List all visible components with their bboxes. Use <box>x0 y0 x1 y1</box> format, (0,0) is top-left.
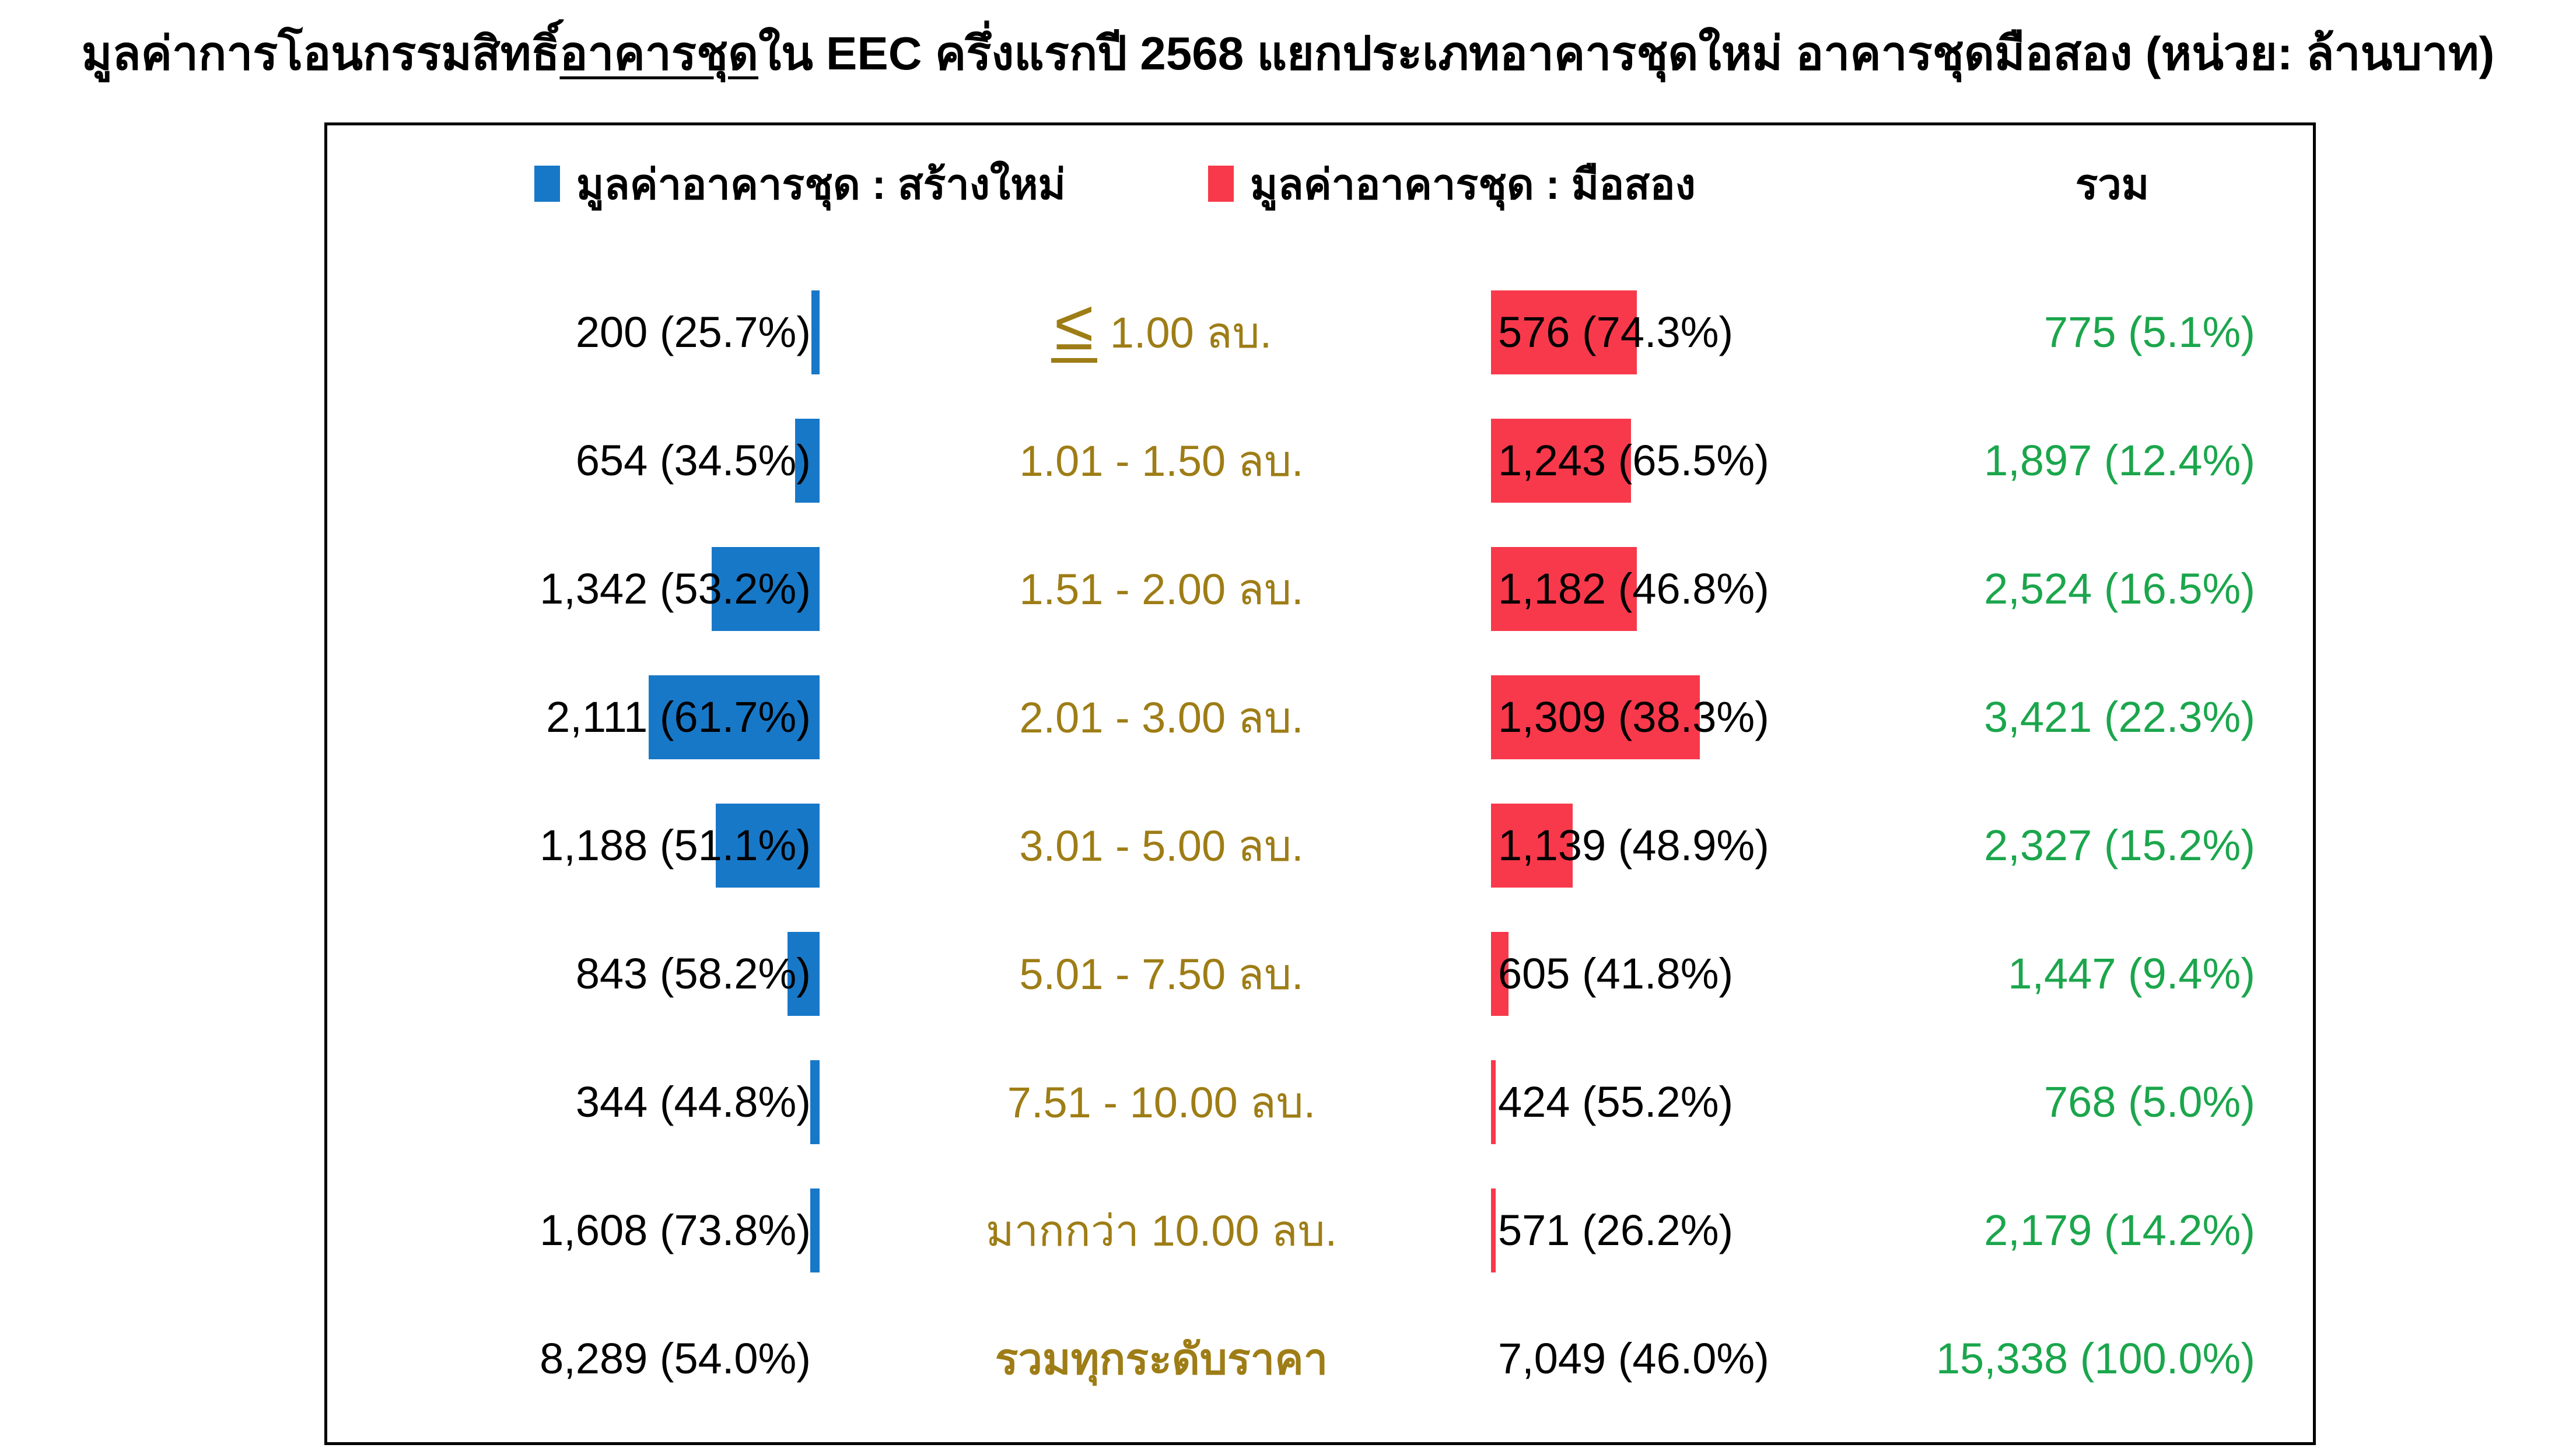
legend-swatch-used <box>1208 166 1234 202</box>
title-underlined: อาคารชุด <box>559 27 759 79</box>
used-bar <box>1491 290 1637 374</box>
total-value: 2,524 (16.5%) <box>1984 565 2255 613</box>
used-value: 1,139 (48.9%) <box>1498 821 1769 870</box>
new-value: 2,111 (61.7%) <box>546 693 811 741</box>
used-value: 605 (41.8%) <box>1498 949 1734 998</box>
price-range-label: 2.01 - 3.00 ลบ. <box>1019 693 1304 742</box>
total-value: 1,897 (12.4%) <box>1984 436 2255 485</box>
new-bar <box>811 290 820 374</box>
price-range-label: 1.01 - 1.50 ลบ. <box>1019 437 1304 485</box>
table-row: 344 (44.8%) 7.51 - 10.00 ลบ. 424 (55.2%)… <box>327 1038 2313 1166</box>
legend-label-new: มูลค่าอาคารชุด : สร้างใหม่ <box>576 161 1066 208</box>
used-value: 1,182 (46.8%) <box>1498 565 1769 613</box>
new-bar <box>810 1188 820 1272</box>
table-row: 843 (58.2%) 5.01 - 7.50 ลบ. 605 (41.8%) … <box>327 910 2313 1038</box>
new-bar <box>795 419 820 503</box>
used-value: 1,309 (38.3%) <box>1498 693 1769 741</box>
title-post: ใน EEC ครึ่งแรกปี 2568 แยกประเภทอาคารชุด… <box>758 27 2495 79</box>
used-bar <box>1491 419 1631 503</box>
chart-title: มูลค่าการโอนกรรมสิทธิ์อาคารชุดใน EEC ครึ… <box>0 16 2576 90</box>
used-value: 1,243 (65.5%) <box>1498 436 1769 485</box>
new-value: 200 (25.7%) <box>575 308 811 356</box>
table-row: 1,342 (53.2%) 1.51 - 2.00 ลบ. 1,182 (46.… <box>327 525 2313 653</box>
grand-total-value: 15,338 (100.0%) <box>1936 1334 2255 1383</box>
price-range-label: 1.51 - 2.00 ลบ. <box>1019 565 1304 613</box>
total-value: 2,179 (14.2%) <box>1984 1206 2255 1254</box>
used-value: 576 (74.3%) <box>1498 308 1734 356</box>
title-pre: มูลค่าการโอนกรรมสิทธิ์ <box>81 27 560 79</box>
price-range-label: มากกว่า 10.00 ลบ. <box>985 1207 1338 1255</box>
price-range-label: 3.01 - 5.00 ลบ. <box>1019 822 1304 870</box>
legend-swatch-new <box>534 166 560 202</box>
new-bar <box>810 1060 820 1144</box>
total-value: 1,447 (9.4%) <box>2008 949 2255 998</box>
price-range-label: 7.51 - 10.00 ลบ. <box>1007 1078 1316 1127</box>
total-value: 2,327 (15.2%) <box>1984 821 2255 870</box>
used-value: 424 (55.2%) <box>1498 1078 1734 1126</box>
price-range-text: 1.00 ลบ. <box>1110 308 1272 357</box>
table-row: 2,111 (61.7%) 2.01 - 3.00 ลบ. 1,309 (38.… <box>327 653 2313 781</box>
legend-item-used: มูลค่าอาคารชุด : มือสอง <box>1208 149 1696 219</box>
new-bar <box>649 675 820 759</box>
new-bar <box>788 932 820 1016</box>
new-value-total: 8,289 (54.0%) <box>540 1334 811 1383</box>
used-bar <box>1491 675 1700 759</box>
used-value-total: 7,049 (46.0%) <box>1498 1334 1769 1383</box>
table-row-grand-total: 8,289 (54.0%) รวมทุกระดับราคา 7,049 (46.… <box>327 1295 2313 1423</box>
legend-item-new: มูลค่าอาคารชุด : สร้างใหม่ <box>534 149 1066 219</box>
new-bar <box>712 547 820 631</box>
new-value: 344 (44.8%) <box>575 1078 811 1126</box>
new-value: 843 (58.2%) <box>575 949 811 998</box>
table-row: 1,188 (51.1%) 3.01 - 5.00 ลบ. 1,139 (48.… <box>327 781 2313 910</box>
price-range-label: ≤1.00 ลบ. <box>928 268 1395 397</box>
new-value: 654 (34.5%) <box>575 436 811 485</box>
new-value: 1,342 (53.2%) <box>540 565 811 613</box>
chart-frame: มูลค่าอาคารชุด : สร้างใหม่ มูลค่าอาคารชุ… <box>324 122 2316 1445</box>
used-bar <box>1491 1060 1496 1144</box>
all-price-levels-label: รวมทุกระดับราคา <box>995 1335 1328 1383</box>
legend-label-used: มูลค่าอาคารชุด : มือสอง <box>1250 161 1696 208</box>
price-range-label: 5.01 - 7.50 ลบ. <box>1019 950 1304 998</box>
new-bar <box>716 804 820 888</box>
total-value: 775 (5.1%) <box>2044 308 2255 356</box>
legend-total-header: รวม <box>2075 161 2150 208</box>
used-value: 571 (26.2%) <box>1498 1206 1734 1254</box>
chart-rows: 200 (25.7%) ≤1.00 ลบ. 576 (74.3%) 775 (5… <box>327 268 2313 1423</box>
used-bar <box>1491 1188 1496 1272</box>
total-value: 3,421 (22.3%) <box>1984 693 2255 741</box>
used-bar <box>1491 804 1573 888</box>
new-value: 1,188 (51.1%) <box>540 821 811 870</box>
le-symbol: ≤ <box>1051 289 1097 363</box>
total-value: 768 (5.0%) <box>2044 1078 2255 1126</box>
table-row: 200 (25.7%) ≤1.00 ลบ. 576 (74.3%) 775 (5… <box>327 268 2313 397</box>
used-bar <box>1491 932 1508 1016</box>
used-bar <box>1491 547 1637 631</box>
new-value: 1,608 (73.8%) <box>540 1206 811 1254</box>
table-row: 654 (34.5%) 1.01 - 1.50 ลบ. 1,243 (65.5%… <box>327 397 2313 525</box>
table-row: 1,608 (73.8%) มากกว่า 10.00 ลบ. 571 (26.… <box>327 1166 2313 1295</box>
